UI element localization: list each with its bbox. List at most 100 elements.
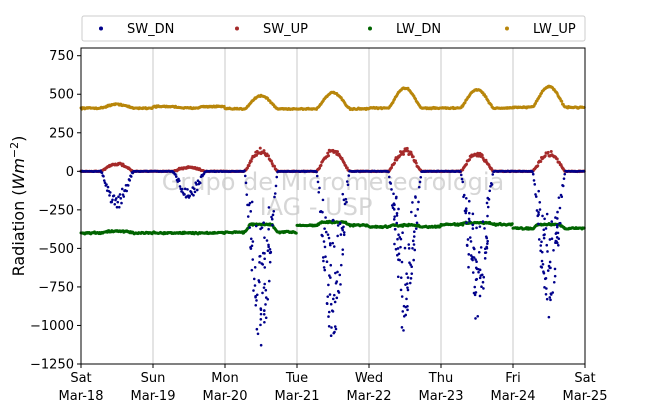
data-point <box>471 258 474 262</box>
data-point <box>397 207 400 211</box>
y-axis-label-suffix: ) <box>9 136 28 142</box>
data-point <box>557 196 561 199</box>
watermark-line-2: IAG - USP <box>260 193 373 221</box>
data-point <box>484 235 488 238</box>
y-tick-label: 250 <box>49 126 74 141</box>
data-point <box>255 299 258 302</box>
data-point <box>322 240 326 243</box>
data-point <box>387 170 390 174</box>
data-point <box>491 173 495 176</box>
data-point <box>324 216 327 219</box>
data-point <box>553 267 557 271</box>
data-point <box>555 240 558 243</box>
data-point <box>406 308 409 312</box>
x-tick-label-day: Sat <box>70 371 91 386</box>
data-point <box>543 233 546 236</box>
data-point <box>267 243 270 247</box>
data-point <box>548 260 552 264</box>
data-point <box>259 312 263 316</box>
data-point <box>333 300 337 304</box>
legend-label: LW_UP <box>533 22 576 37</box>
data-point <box>393 161 396 165</box>
data-point <box>327 324 331 328</box>
data-point <box>328 243 332 247</box>
data-point <box>395 195 398 199</box>
data-point <box>102 175 105 178</box>
data-point <box>392 208 396 211</box>
data-point <box>480 285 483 289</box>
data-point <box>261 291 264 295</box>
data-point <box>270 159 273 163</box>
data-point <box>405 297 408 301</box>
data-point <box>537 222 540 226</box>
data-point <box>188 194 192 198</box>
data-point <box>174 175 178 178</box>
data-point <box>467 253 471 256</box>
data-point <box>267 279 271 283</box>
y-tick-label: 0 <box>66 165 74 180</box>
data-point <box>331 310 335 313</box>
data-point <box>558 221 562 225</box>
data-point <box>267 154 270 158</box>
data-point <box>560 195 564 198</box>
data-point <box>411 155 415 159</box>
data-point <box>396 237 399 241</box>
data-point <box>249 210 253 213</box>
data-point <box>339 263 343 267</box>
x-tick-label-date: Mar-23 <box>419 389 464 404</box>
data-point <box>254 224 258 228</box>
data-point <box>405 146 409 150</box>
data-point <box>552 280 556 284</box>
data-point <box>473 285 477 289</box>
data-point <box>395 211 399 215</box>
data-point <box>324 230 328 234</box>
data-point <box>333 325 337 328</box>
data-point <box>561 184 565 188</box>
data-point <box>341 252 345 256</box>
data-point <box>483 257 487 260</box>
data-point <box>552 249 555 252</box>
data-point <box>105 183 108 186</box>
data-point <box>347 174 351 177</box>
data-point <box>262 149 266 153</box>
data-point <box>486 205 490 209</box>
data-point <box>128 179 132 182</box>
data-point <box>401 231 404 235</box>
data-point <box>476 314 480 318</box>
data-point <box>417 200 420 204</box>
data-point <box>250 268 254 272</box>
data-point <box>395 221 399 225</box>
x-tick-label-date: Mar-20 <box>203 389 248 404</box>
data-point <box>112 194 116 197</box>
data-point <box>322 259 325 263</box>
data-point <box>390 188 393 191</box>
data-point <box>540 240 543 244</box>
data-point <box>409 150 413 154</box>
data-point <box>537 213 540 216</box>
data-point <box>248 201 252 205</box>
data-point <box>547 315 551 319</box>
data-point <box>471 227 475 230</box>
data-point <box>541 214 544 218</box>
data-point <box>478 268 482 272</box>
data-point <box>389 182 393 185</box>
data-point <box>341 248 345 251</box>
data-point <box>483 247 487 251</box>
x-tick-label-day: Mon <box>211 371 238 386</box>
legend-marker <box>368 26 372 31</box>
data-point <box>106 185 110 189</box>
data-point <box>402 329 405 332</box>
legend-label: LW_DN <box>396 22 441 37</box>
data-point <box>488 189 492 193</box>
data-point <box>459 170 462 173</box>
data-point <box>402 304 406 308</box>
legend-marker <box>99 26 103 31</box>
data-point <box>545 212 549 216</box>
y-tick-label: 750 <box>49 49 74 64</box>
data-point <box>119 197 123 200</box>
data-point <box>468 219 471 223</box>
data-point <box>392 202 396 206</box>
y-tick-label: −250 <box>38 203 74 218</box>
data-point <box>263 257 266 261</box>
data-point <box>263 236 266 239</box>
